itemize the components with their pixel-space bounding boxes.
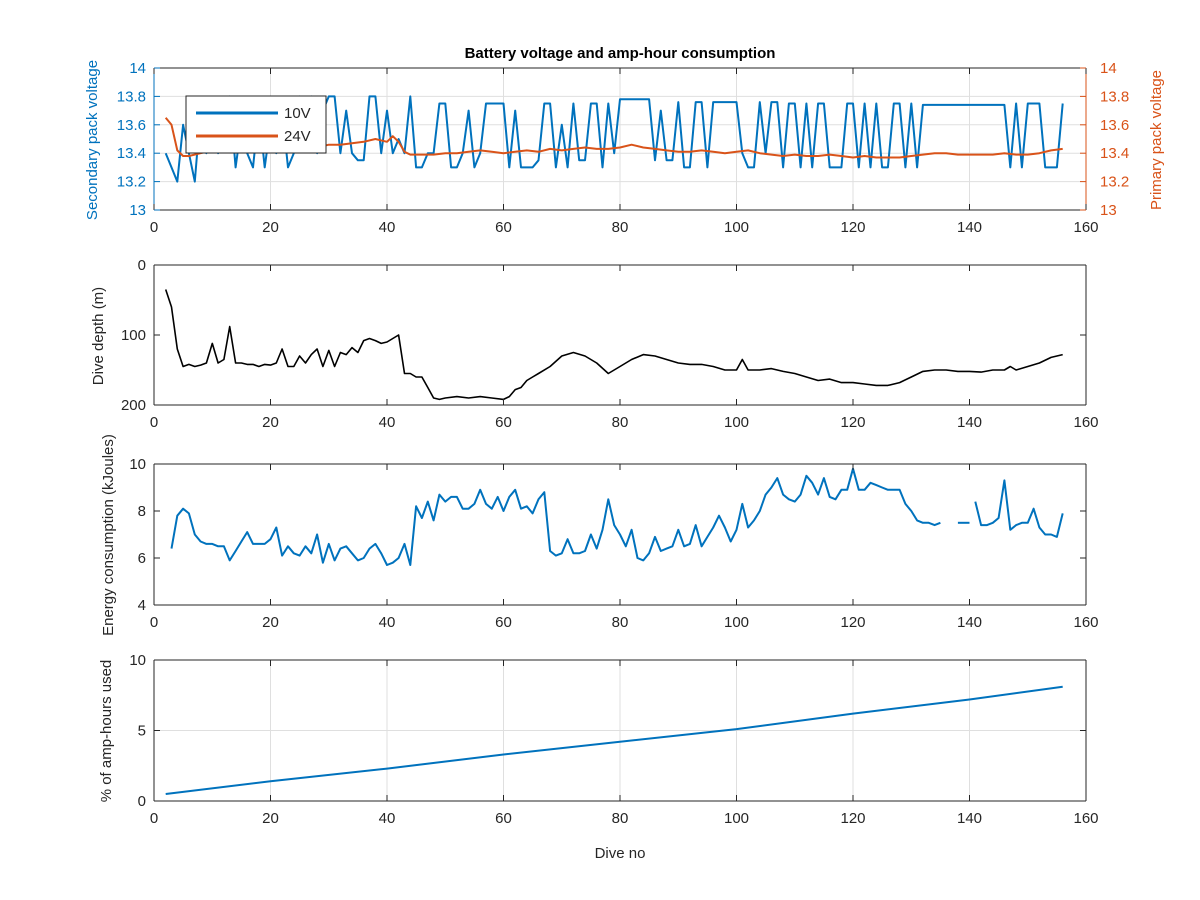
amp-hours-x-tick-label: 0 (150, 810, 158, 827)
amp-hours-x-tick-label: 160 (1073, 810, 1098, 827)
energy-x-tick-label: 160 (1073, 614, 1098, 631)
depth-x-tick-label: 60 (495, 414, 512, 431)
energy-y-tick-label: 8 (138, 503, 146, 520)
voltage-right-y-tick-label: 13 (1100, 202, 1117, 219)
voltage-x-tick-label: 60 (495, 219, 512, 236)
amp-hours-x-tick-label: 20 (262, 810, 279, 827)
energy-series-line-segment-0 (170, 467, 941, 566)
depth-x-tick-label: 20 (262, 414, 279, 431)
depth-x-tick-label: 80 (612, 414, 629, 431)
depth-x-tick-label: 120 (840, 414, 865, 431)
depth-plot-area (154, 265, 1086, 405)
voltage-right-y-tick-label: 13.2 (1100, 174, 1129, 191)
amp-hours-series (165, 685, 1063, 795)
voltage-y-tick-label: 13 (129, 202, 146, 219)
voltage-right-y-tick-label: 13.4 (1100, 145, 1129, 162)
depth-x-tick-label: 140 (957, 414, 982, 431)
depth-panel: Dive depth (m) 0 20 40 60 80 100 120 140 160 0 100… (90, 257, 1099, 431)
energy-x-tick-label: 20 (262, 614, 279, 631)
amp-hours-x-tick-label: 100 (724, 810, 749, 827)
depth-axis-label: Dive depth (m) (90, 287, 107, 385)
voltage-x-tick-label: 120 (840, 219, 865, 236)
depth-y-tick-label: 100 (121, 327, 146, 344)
voltage-axes: 0 20 40 60 80 100 120 140 1601313.213.413.613.81… (117, 60, 1129, 236)
amp-hours-grid (153, 659, 1087, 802)
energy-axis-label: Energy consumption (kJoules) (100, 434, 117, 636)
energy-x-tick-label: 60 (495, 614, 512, 631)
secondary-voltage-axis-label: Secondary pack voltage (84, 60, 101, 220)
depth-y-tick-label: 0 (138, 257, 146, 274)
depth-y-tick-label: 200 (121, 397, 146, 414)
voltage-y-tick-label: 13.2 (117, 174, 146, 191)
voltage-y-tick-label: 13.8 (117, 88, 146, 105)
energy-series-line-segment-2 (974, 479, 1064, 538)
amp-hours-x-tick-label: 40 (379, 810, 396, 827)
energy-axes: 0 20 40 60 80 100 120 140 160 4 6 8 10 (129, 456, 1098, 631)
voltage-right-y-tick-label: 13.6 (1100, 117, 1129, 134)
amp-hours-series-line (165, 685, 1063, 795)
legend-box (185, 95, 327, 154)
voltage-x-tick-label: 80 (612, 219, 629, 236)
voltage-x-tick-label: 100 (724, 219, 749, 236)
amp-hours-x-tick-label: 60 (495, 810, 512, 827)
energy-x-tick-label: 0 (150, 614, 158, 631)
energy-x-tick-label: 140 (957, 614, 982, 631)
voltage-x-tick-label: 20 (262, 219, 279, 236)
energy-y-tick-label: 10 (129, 456, 146, 473)
voltage-x-tick-label: 0 (150, 219, 158, 236)
chart-title: Battery voltage and amp-hour consumption (465, 45, 776, 62)
amp-hours-panel: % of amp-hours used Dive no 0 20 40 60 80 100… (98, 652, 1099, 862)
amp-hours-x-tick-label: 120 (840, 810, 865, 827)
amp-hours-x-tick-label: 140 (957, 810, 982, 827)
voltage-y-tick-label: 13.6 (117, 117, 146, 134)
amp-hours-y-tick-label: 0 (138, 793, 146, 810)
depth-x-tick-label: 160 (1073, 414, 1098, 431)
energy-x-tick-label: 120 (840, 614, 865, 631)
x-axis-label: Dive no (595, 845, 646, 862)
energy-series (170, 467, 1064, 566)
energy-y-tick-label: 4 (138, 597, 146, 614)
energy-y-tick-label: 6 (138, 550, 146, 567)
amp-hours-axis-label: % of amp-hours used (98, 660, 115, 803)
energy-x-tick-label: 100 (724, 614, 749, 631)
voltage-right-y-tick-label: 14 (1100, 60, 1117, 77)
amp-hours-y-tick-label: 10 (129, 652, 146, 669)
legend: 10V 24V (185, 95, 327, 154)
depth-x-tick-label: 100 (724, 414, 749, 431)
depth-x-tick-label: 40 (379, 414, 396, 431)
voltage-x-tick-label: 40 (379, 219, 396, 236)
legend-label-10v: 10V (284, 105, 311, 122)
energy-x-tick-label: 40 (379, 614, 396, 631)
depth-grid (154, 265, 1086, 405)
amp-hours-x-tick-label: 80 (612, 810, 629, 827)
voltage-x-tick-label: 140 (957, 219, 982, 236)
depth-x-tick-label: 0 (150, 414, 158, 431)
energy-panel: Energy consumption (kJoules) 0 20 40 60 80 10… (100, 434, 1099, 636)
voltage-y-tick-label: 13.4 (117, 145, 146, 162)
amp-hours-y-tick-label: 5 (138, 723, 146, 740)
voltage-panel: Battery voltage and amp-hour consumption… (84, 45, 1165, 236)
legend-label-24v: 24V (284, 128, 311, 145)
voltage-right-y-tick-label: 13.8 (1100, 88, 1129, 105)
primary-voltage-axis-label: Primary pack voltage (1148, 70, 1165, 210)
energy-x-tick-label: 80 (612, 614, 629, 631)
voltage-y-tick-label: 14 (129, 60, 146, 77)
amp-hours-axes: 0 20 40 60 80 100 120 140 160 0 5 10 (129, 652, 1098, 827)
voltage-x-tick-label: 160 (1073, 219, 1098, 236)
depth-axes: 0 20 40 60 80 100 120 140 160 0 100 200 (121, 257, 1099, 431)
